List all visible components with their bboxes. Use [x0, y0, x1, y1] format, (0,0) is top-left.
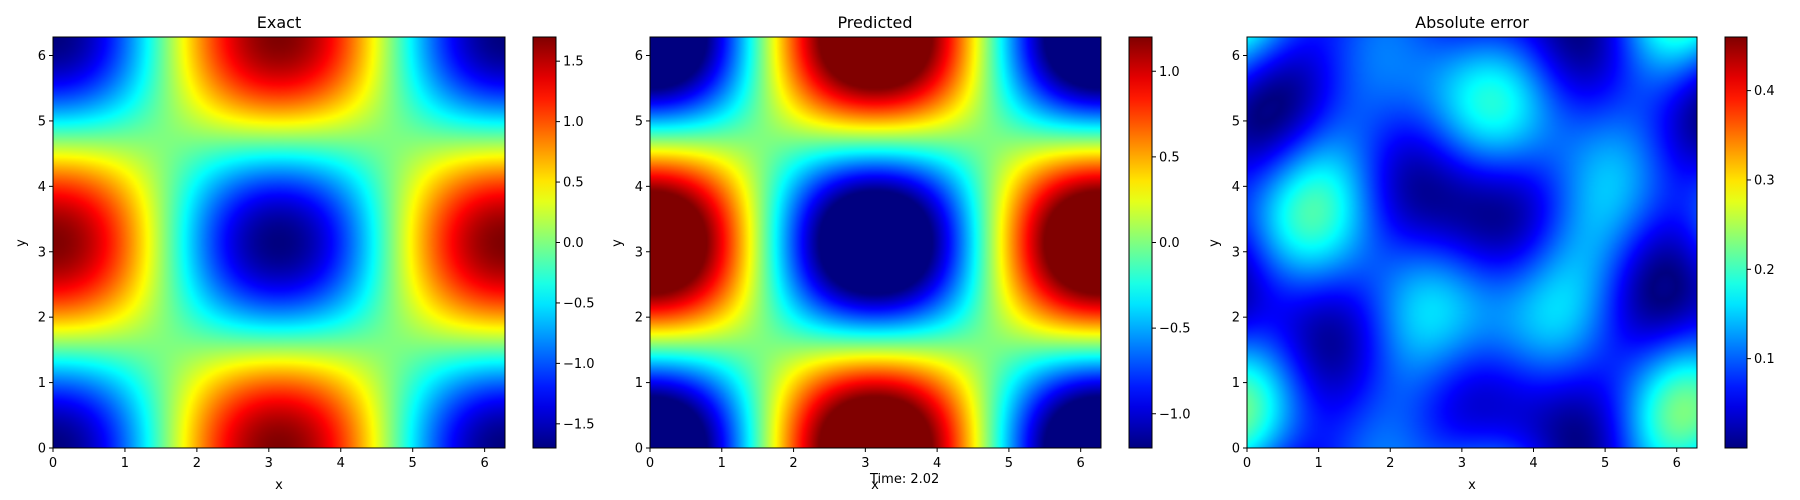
- x-tick-label: 5: [1005, 456, 1013, 471]
- colorbar-tick-label: 0.0: [563, 236, 584, 251]
- x-tick-label: 6: [1077, 456, 1085, 471]
- y-tick-label: 4: [1232, 180, 1240, 195]
- colorbar-ticks-predicted: −1.0 −0.5 0.0 0.5 1.0: [1152, 65, 1191, 422]
- heatmap-exact: [53, 37, 505, 448]
- x-tick-label: 6: [481, 456, 489, 471]
- y-tick-label: 2: [635, 311, 643, 326]
- colorbar-tick-label: 0.2: [1754, 263, 1775, 278]
- x-axis-label-predicted: x: [871, 478, 879, 493]
- colorbar-tick-label: −0.5: [563, 296, 595, 311]
- colorbar-predicted: [1129, 37, 1152, 448]
- panel-exact: Exact 0 1 2 3 4 5 6 0 1 2 3 4 5 6 x y −1.5 −1.0 −0.5 0.…: [14, 13, 595, 493]
- x-tick-label: 3: [265, 456, 273, 471]
- panel-title-predicted: Predicted: [837, 13, 912, 32]
- y-tick-label: 5: [635, 114, 643, 129]
- y-axis-predicted: 0 1 2 3 4 5 6: [635, 49, 650, 457]
- colorbar-tick-label: 0.0: [1159, 236, 1180, 251]
- x-tick-label: 4: [337, 456, 345, 471]
- y-axis-label-absolute-error: y: [1207, 239, 1222, 247]
- colorbar-exact: [533, 37, 556, 448]
- y-tick-label: 2: [38, 311, 46, 326]
- colorbar-tick-label: −1.0: [1159, 407, 1191, 422]
- y-tick-label: 0: [1232, 442, 1240, 457]
- x-tick-label: 4: [933, 456, 941, 471]
- x-tick-label: 0: [646, 456, 654, 471]
- x-axis-label-absolute-error: x: [1468, 478, 1476, 493]
- colorbar-tick-label: −1.5: [563, 417, 595, 432]
- colorbar-tick-label: −1.0: [563, 357, 595, 372]
- x-tick-label: 2: [193, 456, 201, 471]
- y-tick-label: 5: [1232, 114, 1240, 129]
- y-tick-label: 1: [1232, 376, 1240, 391]
- x-axis-exact: 0 1 2 3 4 5 6: [49, 448, 489, 471]
- colorbar-tick-label: 0.3: [1754, 173, 1775, 188]
- colorbar-tick-label: 1.0: [1159, 65, 1180, 80]
- plot-frame-absolute-error: [1246, 36, 1698, 449]
- x-tick-label: 2: [789, 456, 797, 471]
- panel-title-absolute-error: Absolute error: [1415, 13, 1529, 32]
- heatmap-predicted: [650, 37, 1101, 448]
- plot-frame-exact: [52, 36, 506, 449]
- y-axis-label-predicted: y: [610, 239, 625, 247]
- x-tick-label: 5: [1601, 456, 1609, 471]
- y-tick-label: 4: [38, 180, 46, 195]
- y-axis-label-exact: y: [14, 239, 29, 247]
- panel-title-exact: Exact: [257, 13, 301, 32]
- y-tick-label: 4: [635, 180, 643, 195]
- colorbar-tick-label: 1.5: [563, 55, 584, 70]
- x-tick-label: 1: [1314, 456, 1322, 471]
- x-axis-label-exact: x: [275, 478, 283, 493]
- x-tick-label: 5: [409, 456, 417, 471]
- x-tick-label: 0: [49, 456, 57, 471]
- x-axis-predicted: 0 1 2 3 4 5 6: [646, 448, 1085, 471]
- colorbar-frame-absolute-error: [1724, 36, 1748, 449]
- y-tick-label: 5: [38, 114, 46, 129]
- x-tick-label: 1: [121, 456, 129, 471]
- time-caption: Time: 2.02: [870, 472, 940, 487]
- x-tick-label: 1: [718, 456, 726, 471]
- colorbar-tick-label: 0.5: [1159, 150, 1180, 165]
- x-tick-label: 2: [1386, 456, 1394, 471]
- colorbar-tick-label: 0.1: [1754, 352, 1775, 367]
- x-axis-absolute-error: 0 1 2 3 4 5 6: [1243, 448, 1681, 471]
- y-tick-label: 3: [1232, 245, 1240, 260]
- colorbar-tick-label: 0.5: [563, 176, 584, 191]
- y-tick-label: 1: [635, 376, 643, 391]
- y-tick-label: 6: [635, 49, 643, 64]
- x-tick-label: 4: [1529, 456, 1537, 471]
- y-tick-label: 3: [38, 245, 46, 260]
- y-tick-label: 3: [635, 245, 643, 260]
- y-tick-label: 0: [38, 442, 46, 457]
- y-tick-label: 1: [38, 376, 46, 391]
- colorbar-ticks-exact: −1.5 −1.0 −0.5 0.0 0.5 1.0 1.5: [556, 55, 595, 432]
- y-tick-label: 2: [1232, 311, 1240, 326]
- colorbar-tick-label: −0.5: [1159, 322, 1191, 337]
- y-tick-label: 6: [38, 49, 46, 64]
- colorbar-ticks-absolute-error: 0.1 0.2 0.3 0.4: [1747, 84, 1775, 367]
- x-tick-label: 6: [1673, 456, 1681, 471]
- y-tick-label: 0: [635, 442, 643, 457]
- colorbar-tick-label: 0.4: [1754, 84, 1775, 99]
- y-axis-exact: 0 1 2 3 4 5 6: [38, 49, 53, 457]
- heatmap-absolute-error: [1247, 37, 1697, 448]
- y-tick-label: 6: [1232, 49, 1240, 64]
- panel-predicted: Predicted 0 1 2 3 4 5 6 0 1 2 3 4 5 6 x y −1.0 −0.5 0.…: [610, 13, 1191, 493]
- plot-frame-predicted: [649, 36, 1102, 449]
- x-tick-label: 0: [1243, 456, 1251, 471]
- colorbar-tick-label: 1.0: [563, 115, 584, 130]
- x-tick-label: 3: [861, 456, 869, 471]
- y-axis-absolute-error: 0 1 2 3 4 5 6: [1232, 49, 1247, 457]
- x-tick-label: 3: [1458, 456, 1466, 471]
- colorbar-absolute-error: [1725, 37, 1747, 448]
